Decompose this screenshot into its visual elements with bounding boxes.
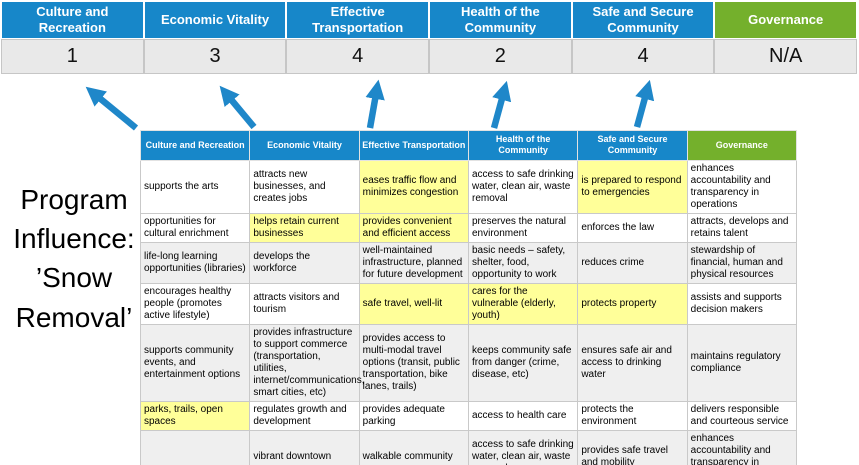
matrix-cell-highlighted: basic needs – safety, shelter, food, opp… (467, 241, 579, 284)
title-line-3: ’Snow (35, 262, 113, 294)
summary-score-row: 1 3 4 2 4 N/A (1, 39, 858, 74)
score-health-community: 2 (429, 39, 572, 74)
matrix-cell: ensures safe air and access to drinking … (577, 323, 688, 402)
page-title: Program Influence: ’Snow Removal’ (0, 180, 148, 337)
matrix-header: Culture and Recreation Economic Vitality… (139, 130, 798, 161)
matrix-cell: enhances accountability and transparency… (686, 159, 798, 214)
matrix-cell: walkable community (358, 429, 469, 465)
matrix-header-row: Culture and Recreation Economic Vitality… (139, 130, 798, 161)
title-line-2: Influence: (13, 223, 135, 255)
title-line-4: Removal’ (15, 301, 133, 333)
matrix-row: vibrant downtown walkable community access… (139, 429, 798, 465)
matrix-cell: access to health care (467, 400, 579, 431)
matrix-cell: stewardship of financial, human and phys… (686, 241, 798, 284)
matrix-row: encourages healthy people (promotes acti… (139, 282, 798, 325)
matrix-row: parks, trails, open spaces regulates grow… (139, 400, 798, 431)
matrix-cell: supports the arts (139, 159, 251, 214)
matrix-header-safe-secure-community: Safe and Secure Community (577, 130, 688, 161)
matrix-header-culture-recreation: Culture and Recreation (139, 130, 251, 161)
matrix-cell: maintains regulatory compliance (686, 323, 798, 402)
matrix-cell-highlighted: parks, trails, open spaces (139, 400, 251, 431)
matrix-cell-highlighted: helps retain current businesses (249, 212, 360, 243)
arrow-effective-transportation-icon (365, 79, 385, 129)
matrix-row: life-long learning opportunities (librar… (139, 241, 798, 284)
matrix-cell-highlighted: keeps community safe from danger (crime,… (467, 323, 579, 402)
matrix-cell-highlighted: provides infrastructure to support comme… (249, 323, 365, 402)
matrix-row: supports the arts attracts new businesses… (139, 159, 798, 214)
matrix-cell-highlighted: provides access to multi-modal travel op… (358, 323, 469, 402)
matrix-cell: life-long learning opportunities (librar… (139, 241, 251, 284)
matrix-cell: attracts new businesses, and creates job… (249, 159, 360, 214)
score-summary: Culture and Recreation Economic Vitality… (1, 1, 858, 74)
matrix-cell: enforces the law (577, 212, 688, 243)
matrix-cell: attracts, develops and retains talent (686, 212, 798, 243)
score-economic-vitality: 3 (143, 39, 287, 74)
score-safe-secure-community: 4 (571, 39, 715, 74)
matrix-cell: vibrant downtown (249, 429, 360, 465)
matrix-cell: opportunities for cultural enrichment (139, 212, 251, 243)
matrix-cell: assists and supports decision makers (686, 282, 798, 325)
matrix-cell-highlighted: protects property (577, 282, 688, 325)
summary-header-row: Culture and Recreation Economic Vitality… (1, 1, 858, 39)
matrix-cell: develops the workforce (249, 241, 360, 284)
matrix-cell: protects the environment (577, 400, 688, 431)
summary-header-health-community: Health of the Community (429, 1, 572, 39)
matrix-cell-highlighted: cares for the vulnerable (elderly, youth… (467, 282, 579, 325)
arrow-economic-vitality-icon (219, 85, 257, 130)
matrix-header-health-community: Health of the Community (467, 130, 579, 161)
score-effective-transportation: 4 (286, 39, 430, 74)
matrix-header-effective-transportation: Effective Transportation (358, 130, 469, 161)
matrix-cell-highlighted: provides safe travel and mobility (577, 429, 688, 465)
matrix-cell: well-maintained infrastructure, planned … (358, 241, 469, 284)
matrix-cell: access to safe drinking water, clean air… (467, 429, 579, 465)
score-governance: N/A (714, 39, 858, 74)
matrix-cell: access to safe drinking water, clean air… (467, 159, 579, 214)
title-line-1: Program (20, 184, 128, 215)
matrix-cell (139, 429, 251, 465)
summary-header-effective-transportation: Effective Transportation (286, 1, 430, 39)
summary-header-culture-recreation: Culture and Recreation (1, 1, 144, 39)
matrix-body: supports the arts attracts new businesses… (139, 159, 798, 465)
matrix-cell: encourages healthy people (promotes acti… (139, 282, 251, 325)
matrix-cell-highlighted: safe travel, well-lit (358, 282, 469, 325)
influence-matrix: Culture and Recreation Economic Vitality… (139, 130, 798, 465)
matrix-cell: enhances accountability and transparency… (686, 429, 798, 465)
matrix-cell: supports community events, and entertain… (139, 323, 251, 402)
score-culture-recreation: 1 (1, 39, 144, 74)
matrix-cell: reduces crime (577, 241, 688, 284)
matrix-header-economic-vitality: Economic Vitality (249, 130, 360, 161)
arrow-culture-recreation-icon (85, 86, 139, 131)
matrix-cell-highlighted: is prepared to respond to emergencies (577, 159, 688, 214)
matrix-row: opportunities for cultural enrichment hel… (139, 212, 798, 243)
matrix-cell: delivers responsible and courteous servi… (686, 400, 798, 431)
matrix-cell-highlighted: provides convenient and efficient access (358, 212, 469, 243)
arrow-health-community-icon (490, 80, 512, 129)
matrix-cell: provides adequate parking (358, 400, 469, 431)
summary-header-governance: Governance (714, 1, 858, 39)
matrix-cell: regulates growth and development (249, 400, 360, 431)
summary-header-safe-secure-community: Safe and Secure Community (571, 1, 715, 39)
matrix-cell-highlighted: eases traffic flow and minimizes congest… (358, 159, 469, 214)
matrix-cell: attracts visitors and tourism (249, 282, 360, 325)
matrix-row: supports community events, and entertain… (139, 323, 798, 402)
matrix-header-governance: Governance (686, 130, 798, 161)
arrow-safe-secure-icon (633, 79, 655, 128)
matrix-cell: preserves the natural environment (467, 212, 579, 243)
summary-header-economic-vitality: Economic Vitality (143, 1, 287, 39)
